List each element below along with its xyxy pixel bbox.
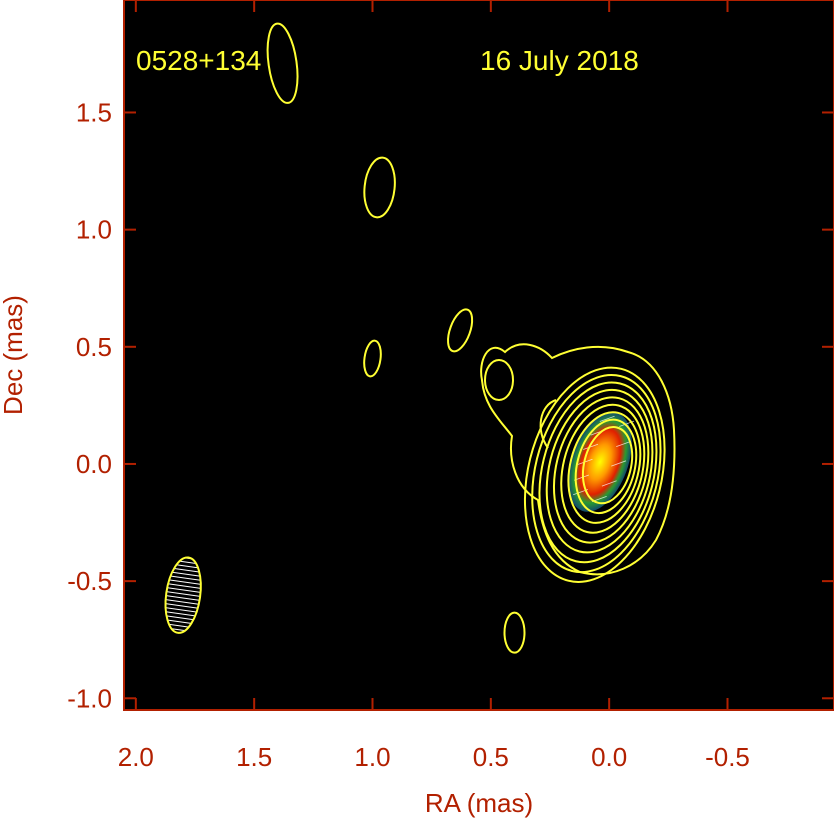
component-contour [447, 308, 474, 353]
contour-level [523, 366, 666, 583]
component-contour [266, 22, 299, 104]
x-tick-label: 0.0 [591, 742, 627, 772]
contour-level [545, 388, 654, 554]
contour-level [552, 396, 650, 544]
axes-frame [123, 0, 834, 711]
date-label: 16 July 2018 [480, 45, 639, 76]
beam-shape [164, 556, 202, 634]
contour-level [560, 403, 646, 534]
y-tick-label: 0.0 [76, 449, 112, 479]
axis-ticks: 2.0 1.5 1.0 0.5 0.0 -0.5 -1.0 -0.5 0.0 0.5 1.0 1.5 [67, 0, 834, 772]
contour-level [574, 418, 638, 515]
y-axis-title: Dec (mas) [0, 295, 28, 415]
y-tick-label: 0.5 [76, 332, 112, 362]
contour-lines [480, 343, 676, 583]
contour-bump [539, 399, 557, 449]
contour-level [538, 381, 658, 564]
contour-loop [484, 359, 514, 401]
source-label: 0528+134 [136, 45, 261, 76]
component-contour [363, 156, 396, 219]
x-tick-label: 0.5 [473, 742, 509, 772]
x-tick-label: -0.5 [705, 742, 750, 772]
y-tick-label: -1.0 [67, 683, 112, 713]
contour-level [581, 426, 634, 505]
plot-area [124, 0, 834, 710]
x-axis-title: RA (mas) [425, 788, 533, 818]
x-tick-label: 2.0 [118, 742, 154, 772]
y-tick-label: -0.5 [67, 566, 112, 596]
y-tick-label: 1.5 [76, 97, 112, 127]
isolated-components [266, 22, 526, 654]
contour-level [531, 374, 662, 574]
x-tick-label: 1.0 [354, 742, 390, 772]
contour-level [567, 411, 642, 524]
beam-ellipse [164, 556, 202, 634]
x-tick-label: 1.5 [236, 742, 272, 772]
component-contour [503, 611, 526, 654]
component-contour [363, 339, 382, 378]
y-tick-label: 1.0 [76, 215, 112, 245]
